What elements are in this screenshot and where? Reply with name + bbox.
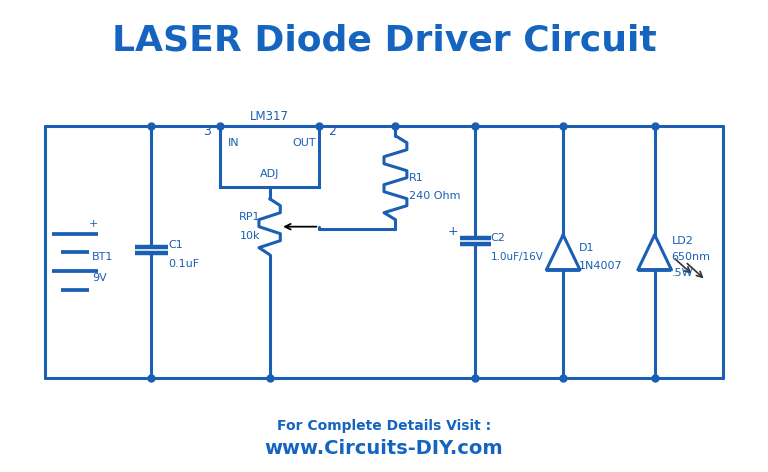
Text: +: + <box>89 219 98 229</box>
Text: R1: R1 <box>409 173 424 183</box>
Text: 1N4007: 1N4007 <box>578 261 622 271</box>
Text: ADJ: ADJ <box>260 169 280 179</box>
Text: 0.1uF: 0.1uF <box>168 259 200 269</box>
Text: 10k: 10k <box>240 231 260 241</box>
Text: C2: C2 <box>491 233 505 244</box>
Text: BT1: BT1 <box>92 252 114 262</box>
Text: IN: IN <box>228 138 240 148</box>
Text: 650nm: 650nm <box>671 252 710 262</box>
Bar <box>220 126 319 187</box>
Text: .5W: .5W <box>671 268 693 278</box>
Text: RP1: RP1 <box>239 212 260 222</box>
Text: OUT: OUT <box>292 138 316 148</box>
Text: C1: C1 <box>168 240 183 250</box>
Text: 3: 3 <box>203 126 211 138</box>
Text: www.Circuits-DIY.com: www.Circuits-DIY.com <box>265 439 503 458</box>
Text: LASER Diode Driver Circuit: LASER Diode Driver Circuit <box>111 23 657 57</box>
Text: LM317: LM317 <box>250 110 289 123</box>
Text: 9V: 9V <box>92 273 107 283</box>
Text: 2: 2 <box>329 126 336 138</box>
Text: LD2: LD2 <box>671 236 694 245</box>
Text: 240 Ohm: 240 Ohm <box>409 191 461 202</box>
Text: 1.0uF/16V: 1.0uF/16V <box>491 252 544 262</box>
Text: For Complete Details Visit :: For Complete Details Visit : <box>277 419 491 433</box>
Text: +: + <box>448 225 458 238</box>
Text: D1: D1 <box>578 243 594 253</box>
